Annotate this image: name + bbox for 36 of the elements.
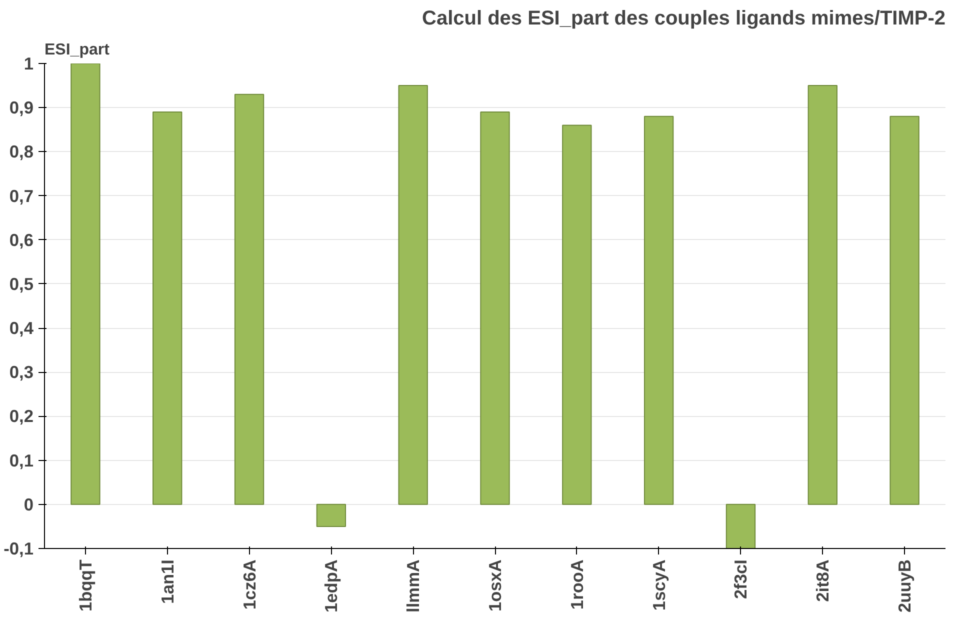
- x-tick-label: 2uuyB: [894, 559, 915, 612]
- x-tick-label: 1cz6A: [239, 559, 260, 610]
- y-tick-label: 0,4: [9, 318, 34, 338]
- chart-title: Calcul des ESI_part des couples ligands mimes/TIMP-2: [422, 8, 946, 30]
- y-tick-label: 0,7: [9, 186, 34, 206]
- x-tick-label: 1bqqT: [75, 559, 96, 612]
- x-tick-label: 1osxA: [485, 559, 505, 612]
- y-tick-label: 0,3: [9, 362, 34, 382]
- y-tick-label: 0,6: [9, 230, 34, 250]
- bar: [890, 116, 920, 505]
- bar: [152, 112, 182, 505]
- bar: [726, 504, 756, 548]
- y-tick-label: 0: [24, 494, 34, 514]
- x-tick-label: 1edpA: [321, 559, 342, 612]
- bar: [316, 504, 346, 527]
- bar: [562, 124, 592, 505]
- y-tick-label: 0,8: [9, 142, 34, 162]
- bar: [70, 64, 100, 505]
- y-tick-label: 0,5: [9, 274, 34, 294]
- x-tick-label: llmmA: [403, 559, 424, 612]
- bar: [644, 116, 674, 505]
- y-tick-label: 0,1: [9, 450, 34, 470]
- x-tick-label: 2f3cI: [730, 559, 751, 599]
- y-tick-label: 0,2: [9, 406, 34, 426]
- bar: [234, 94, 264, 505]
- bar: [808, 85, 838, 505]
- x-tick-label: 1an1I: [157, 560, 178, 604]
- x-tick-label: 1scyA: [648, 559, 669, 611]
- x-tick-label: 1rooA: [566, 559, 587, 610]
- bar: [398, 85, 428, 505]
- y-tick-label: -0,1: [4, 538, 34, 558]
- x-tick-label: 2it8A: [812, 559, 833, 602]
- y-axis-title: ESI_part: [44, 42, 110, 58]
- y-tick-label: 0,9: [9, 98, 34, 118]
- y-tick-label: 1: [24, 54, 34, 74]
- bar: [480, 112, 510, 505]
